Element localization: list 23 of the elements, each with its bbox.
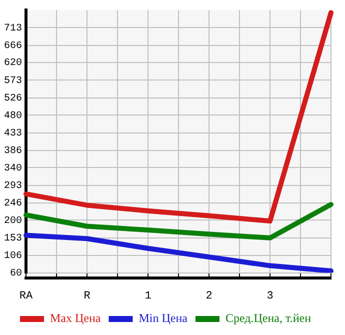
legend-label: Min Цена bbox=[138, 311, 188, 326]
y-tick-label: 340 bbox=[4, 163, 22, 174]
y-tick-label: 200 bbox=[4, 216, 22, 227]
y-tick-label: 573 bbox=[4, 76, 22, 87]
x-tick-label: 3 bbox=[266, 290, 274, 302]
y-tick-label: 293 bbox=[4, 180, 22, 192]
x-tick-label: 1 bbox=[144, 290, 152, 302]
y-tick-label: 433 bbox=[4, 128, 22, 140]
x-tick-label: RA bbox=[19, 290, 33, 302]
legend-label: Сред.Цена, т.йен bbox=[225, 311, 312, 326]
y-tick-label: 526 bbox=[4, 93, 22, 104]
y-tick-label: 666 bbox=[4, 40, 22, 52]
x-tick-label: 2 bbox=[206, 290, 212, 302]
x-tick-label: R bbox=[84, 290, 91, 302]
y-tick-label: 386 bbox=[4, 146, 22, 158]
y-tick-label: 620 bbox=[4, 58, 22, 70]
y-tick-label: 246 bbox=[4, 198, 22, 210]
y-tick-label: 60 bbox=[10, 268, 22, 280]
y-tick-label: 153 bbox=[4, 234, 22, 245]
y-tick-label: 480 bbox=[4, 110, 22, 122]
y-tick-label: 713 bbox=[4, 23, 22, 34]
y-tick-label: 106 bbox=[4, 251, 22, 262]
legend-label: Max Цена bbox=[50, 311, 102, 326]
